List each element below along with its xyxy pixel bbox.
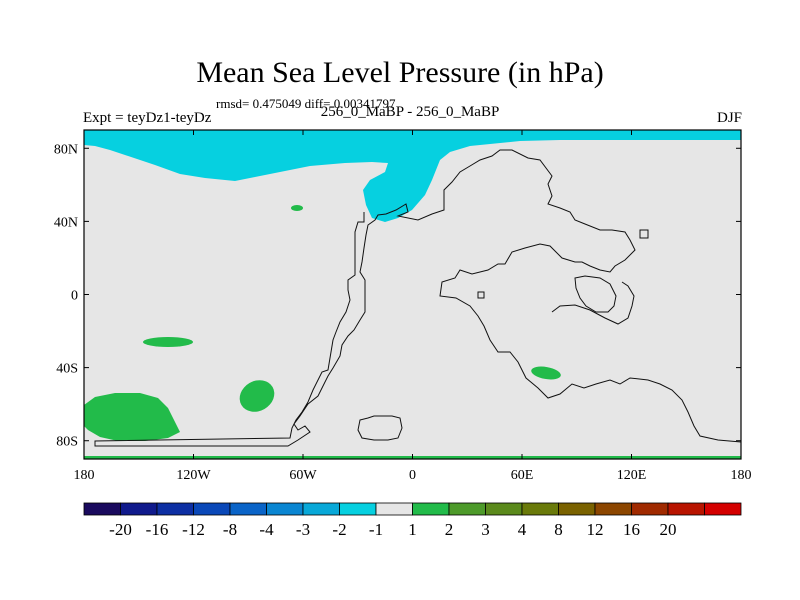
coastline-inland-lake (574, 275, 617, 313)
colorbar-box (339, 502, 377, 516)
colorbar-box (594, 502, 632, 516)
colorbar-box (156, 502, 194, 516)
x-tick-label: 120E (617, 468, 647, 483)
colorbar-box (83, 502, 121, 516)
colorbar-label: 2 (445, 520, 454, 539)
colorbar-label: 16 (623, 520, 640, 539)
colorbar-box (266, 502, 304, 516)
positive-patch-south-pacific (143, 337, 193, 347)
coastline-southern-island (357, 415, 403, 441)
coastline-main-continent (94, 149, 742, 447)
x-axis: 180 120W 60W 0 60E 120E 180 (74, 130, 752, 483)
positive-patch-southeast-pacific (239, 380, 275, 412)
colorbar-box (448, 502, 486, 516)
x-tick-label: 120W (176, 468, 211, 483)
coastlines (94, 149, 742, 447)
season-label: DJF (716, 110, 742, 126)
chart-subtitle: rmsd= 0.475049 diff= 0.00341797 (216, 96, 396, 111)
colorbar-label: -2 (332, 520, 346, 539)
y-tick-label: 0 (71, 289, 78, 304)
colorbar-box (485, 502, 523, 516)
positive-patch-south-pacific-large (84, 393, 180, 441)
coastline-east-peninsula (639, 229, 649, 239)
y-tick-label: 40S (56, 362, 78, 377)
case-label: 256_0_MaBP - 256_0_MaBP (320, 104, 500, 120)
colorbar-label: -16 (146, 520, 169, 539)
colorbar: -20 -16 -12 -8 -4 -3 -2 -1 1 2 3 4 8 12 16 20 (83, 502, 742, 539)
chart-title: Mean Sea Level Pressure (in hPa) (196, 56, 604, 89)
arctic-negative-region (84, 130, 741, 222)
colorbar-box (667, 502, 705, 516)
colorbar-label: 1 (408, 520, 417, 539)
coastline-small-island (477, 291, 485, 299)
experiment-label: Expt = teyDz1-teyDz (83, 110, 212, 126)
y-axis: 80N 40N 0 40S 80S (54, 142, 741, 450)
map-plot-area (84, 130, 742, 459)
y-tick-label: 80S (56, 435, 78, 450)
x-tick-label: 60W (289, 468, 317, 483)
colorbar-label: -12 (182, 520, 205, 539)
colorbar-label: 20 (660, 520, 677, 539)
x-tick-label: 180 (74, 468, 95, 483)
x-tick-label: 60E (511, 468, 534, 483)
colorbar-box (229, 502, 267, 516)
colorbar-box (631, 502, 669, 516)
colorbar-label: -1 (369, 520, 383, 539)
colorbar-box (302, 502, 340, 516)
colorbar-label: 3 (481, 520, 490, 539)
y-tick-label: 80N (54, 142, 78, 157)
colorbar-box (193, 502, 231, 516)
x-tick-label: 0 (409, 468, 416, 483)
colorbar-label: 12 (587, 520, 604, 539)
colorbar-box (521, 502, 559, 516)
x-tick-label: 180 (731, 468, 752, 483)
colorbar-label: -20 (109, 520, 132, 539)
colorbar-label: 8 (554, 520, 563, 539)
colorbar-box (704, 502, 742, 516)
colorbar-label: -8 (223, 520, 237, 539)
y-tick-label: 40N (54, 215, 78, 230)
colorbar-box (120, 502, 158, 516)
colorbar-label: -3 (296, 520, 310, 539)
colorbar-label: -4 (259, 520, 274, 539)
positive-patch-indian-ocean (531, 366, 561, 380)
coastline-southeast-landmass (551, 281, 635, 325)
colorbar-box (558, 502, 596, 516)
positive-patch-north-pacific (291, 205, 303, 211)
colorbar-label: 4 (518, 520, 527, 539)
colorbar-box (375, 502, 413, 516)
colorbar-box (412, 502, 450, 516)
